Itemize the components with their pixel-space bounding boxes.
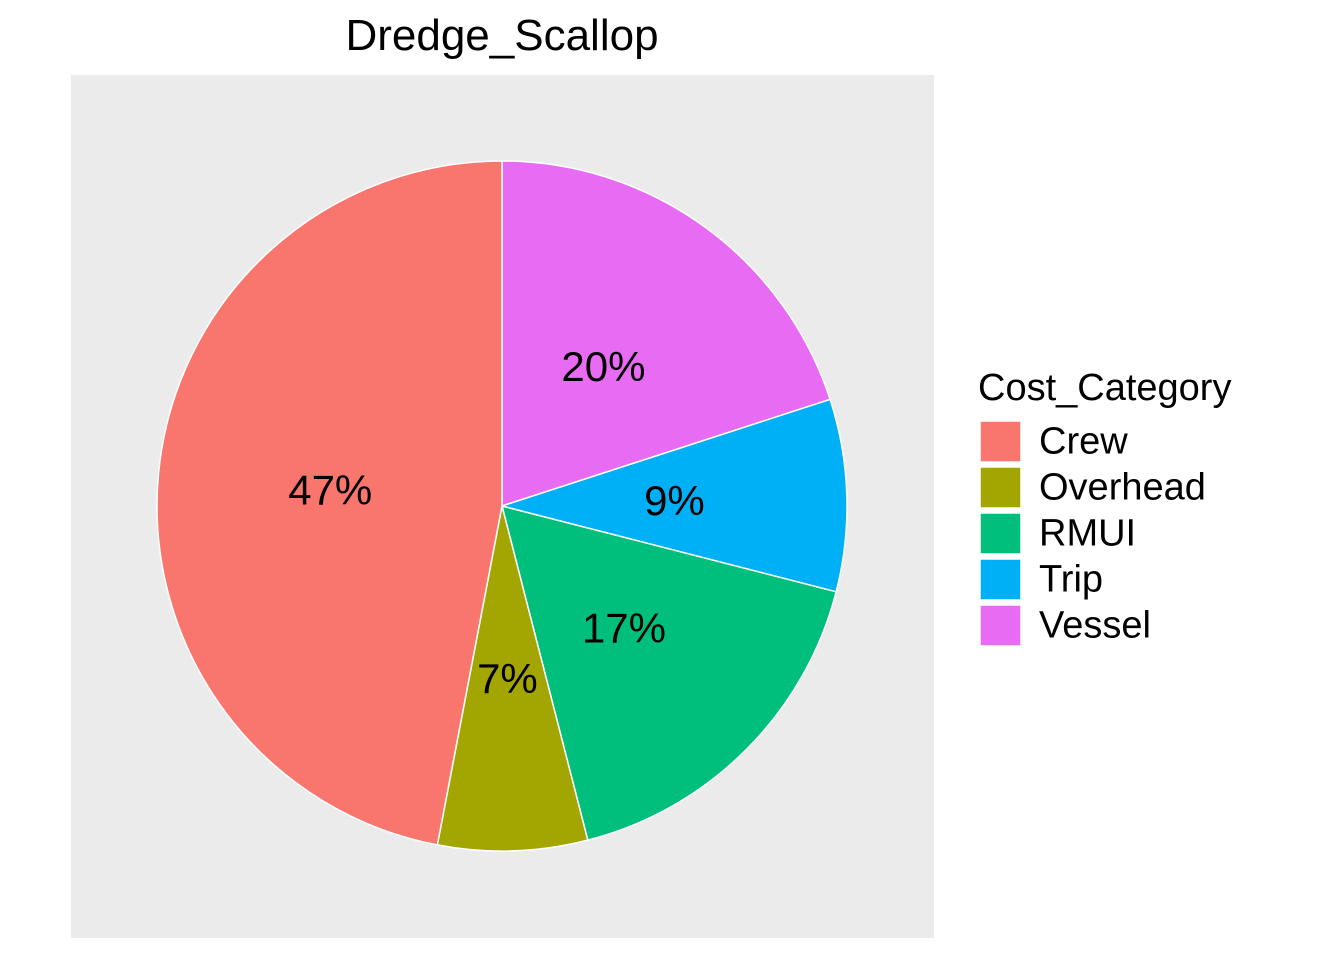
pie-slice-labels: 20% 9% 17% 7% 47% xyxy=(288,343,705,702)
legend-key-overhead xyxy=(979,466,1022,509)
legend-key-trip xyxy=(979,558,1022,601)
slice-label-rmui: 17% xyxy=(582,604,666,651)
pie-slice-trip xyxy=(499,398,848,593)
legend-key-vessel xyxy=(979,604,1022,647)
slice-label-crew: 47% xyxy=(288,466,372,513)
legend-label-vessel: Vessel xyxy=(1039,605,1151,647)
pie-slice-crew xyxy=(156,160,503,846)
legend-key-rmui xyxy=(979,512,1022,555)
pie-slices xyxy=(156,160,848,852)
slice-label-vessel: 20% xyxy=(561,343,645,390)
pie-slice-vessel xyxy=(501,160,832,508)
legend-label-rmui: RMUI xyxy=(1039,513,1136,555)
slice-label-overhead: 7% xyxy=(477,655,538,702)
legend-label-trip: Trip xyxy=(1039,559,1103,601)
legend-key-crew xyxy=(979,420,1022,463)
chart-title: Dredge_Scallop xyxy=(345,11,658,60)
pie-slice-rmui xyxy=(500,504,838,842)
legend-title: Cost_Category xyxy=(978,367,1231,409)
legend-label-overhead: Overhead xyxy=(1039,467,1206,509)
pie-slice-overhead xyxy=(436,505,589,852)
legend-label-crew: Crew xyxy=(1039,421,1128,463)
slice-label-trip: 9% xyxy=(644,477,705,524)
